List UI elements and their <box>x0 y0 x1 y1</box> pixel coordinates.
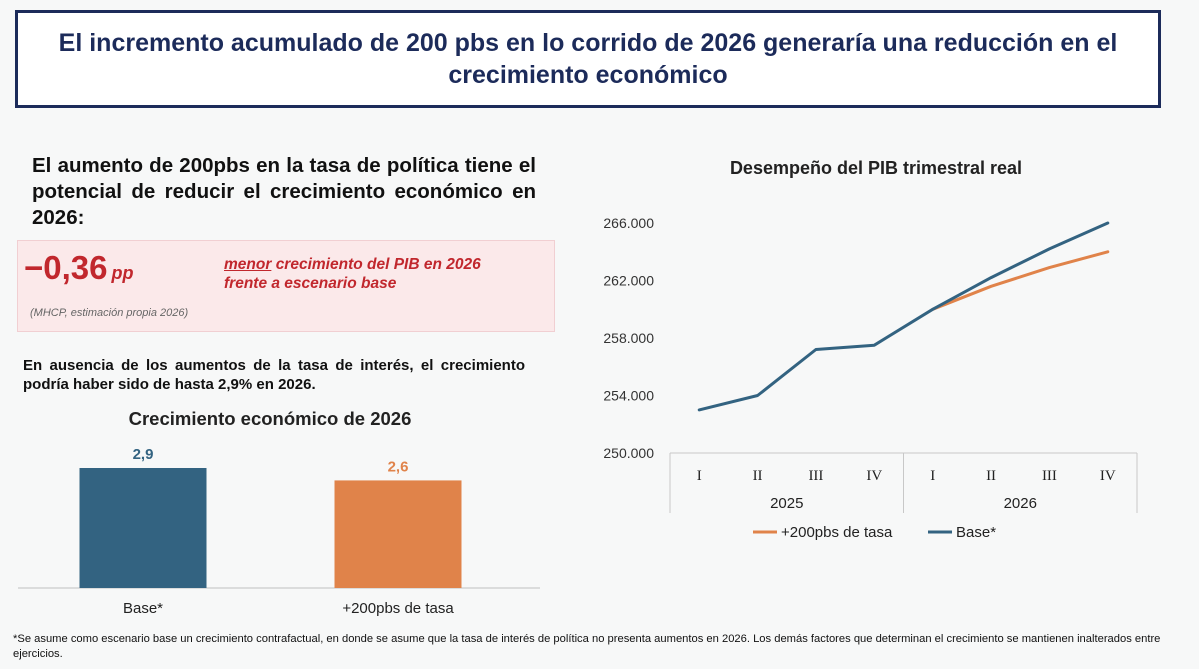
line-chart: Desempeño del PIB trimestral real 250.000… <box>603 158 1138 541</box>
bar-category-label: Base* <box>123 600 163 617</box>
reduction-value: −0,36 pp <box>24 249 134 287</box>
bar-category-label: +200pbs de tasa <box>342 600 454 617</box>
reduction-unit: pp <box>111 263 134 283</box>
x-quarter-label: II <box>753 468 763 484</box>
highlight-box: −0,36 pp menor crecimiento del PIB en 202… <box>17 240 555 332</box>
y-tick-label: 262.000 <box>603 273 654 289</box>
x-quarter-label: III <box>808 468 823 484</box>
bar-chart-title: Crecimiento económico de 2026 <box>128 408 412 429</box>
y-tick-label: 258.000 <box>603 330 654 346</box>
reduction-description: menor crecimiento del PIB en 2026 frente… <box>224 255 524 293</box>
reduction-number: −0,36 <box>24 249 108 286</box>
x-year-label: 2025 <box>770 495 803 512</box>
page-title: El incremento acumulado de 200 pbs en lo… <box>58 29 1118 89</box>
reduction-description-text: crecimiento del PIB en 2026 frente a esc… <box>224 256 481 292</box>
bar-chart: 2,9 Base* 2,6 +200pbs de tasa <box>18 446 540 617</box>
bar-1 <box>79 468 207 588</box>
legend-label-base: Base* <box>956 524 996 541</box>
line-chart-title: Desempeño del PIB trimestral real <box>730 158 1022 178</box>
lead-text: El aumento de 200pbs en la tasa de polít… <box>32 154 536 229</box>
x-quarter-label: I <box>930 468 935 484</box>
y-tick-label: 254.000 <box>603 388 654 404</box>
x-quarter-label: III <box>1042 468 1057 484</box>
legend-label-200pbs: +200pbs de tasa <box>781 524 893 541</box>
counterfactual-paragraph: En ausencia de los aumentos de la tasa d… <box>23 357 525 393</box>
x-quarter-label: IV <box>866 468 882 484</box>
reduction-source: (MHCP, estimación propia 2026) <box>30 307 189 319</box>
series-line-200pbs <box>931 250 1110 311</box>
y-tick-label: 266.000 <box>603 215 654 231</box>
x-quarter-label: I <box>697 468 702 484</box>
series-line-base <box>697 221 1110 412</box>
title-box: El incremento acumulado de 200 pbs en lo… <box>15 10 1161 108</box>
reduction-emphasis: menor <box>224 256 272 273</box>
y-tick-label: 250.000 <box>603 445 654 461</box>
x-year-label: 2026 <box>1004 495 1037 512</box>
bar-2 <box>334 480 462 588</box>
bar-value-label: 2,9 <box>133 446 154 463</box>
bar-value-label: 2,6 <box>388 458 409 475</box>
x-quarter-label: IV <box>1100 468 1116 484</box>
x-quarter-label: II <box>986 468 996 484</box>
footnote: *Se asume como escenario base un crecimi… <box>13 633 1161 660</box>
